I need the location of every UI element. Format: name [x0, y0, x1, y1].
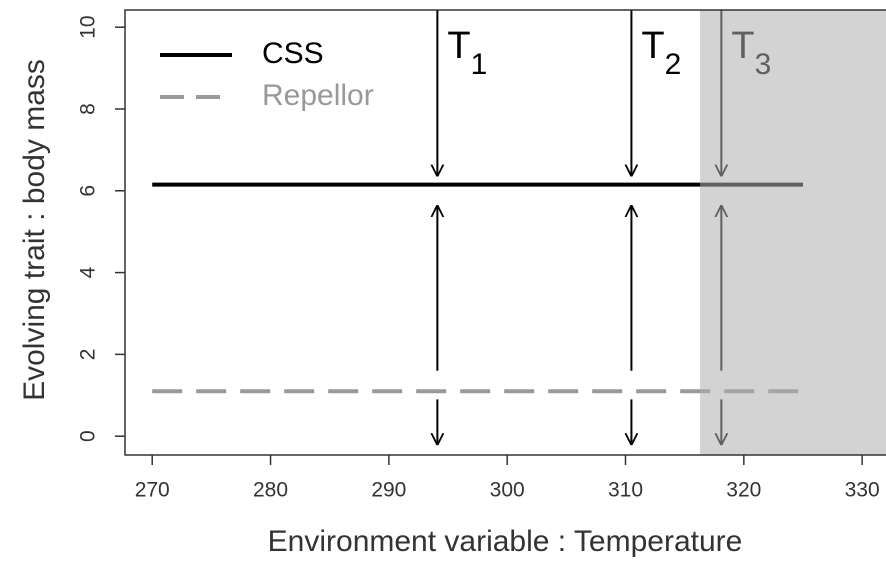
y-axis-title: Evolving trait : body mass	[18, 59, 51, 401]
shaded-region	[700, 10, 886, 455]
x-tick-label: 300	[490, 479, 525, 502]
x-tick-label: 270	[135, 479, 170, 502]
legend-label: Repellor	[262, 79, 374, 112]
x-tick-label: 320	[726, 479, 761, 502]
y-tick-label: 6	[77, 185, 100, 197]
annotation-text: T	[447, 25, 470, 67]
x-tick-label: 290	[371, 479, 406, 502]
y-tick-label: 8	[77, 103, 100, 115]
y-tick-label: 2	[77, 349, 100, 361]
x-tick-label: 310	[608, 479, 643, 502]
annotation-sub: 2	[665, 48, 682, 81]
annotation-label: T2	[641, 25, 681, 81]
x-tick-label: 330	[845, 479, 880, 502]
x-tick-label: 280	[253, 479, 288, 502]
annotation-sub: 1	[471, 48, 488, 81]
y-tick-label: 4	[77, 266, 100, 278]
annotation-label: T1	[447, 25, 487, 81]
legend-label: CSS	[262, 37, 324, 70]
plot-frame	[124, 9, 886, 456]
y-tick-label: 10	[77, 15, 100, 38]
annotation-text: T	[641, 25, 664, 67]
y-tick-label: 0	[77, 430, 100, 442]
x-axis-title: Environment variable : Temperature	[268, 525, 743, 558]
